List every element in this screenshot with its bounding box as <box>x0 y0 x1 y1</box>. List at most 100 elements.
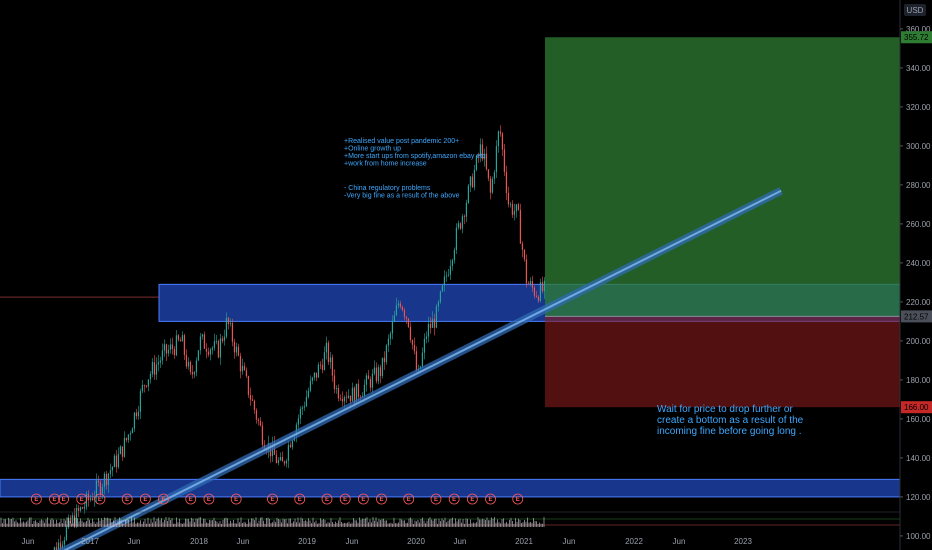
candle-body <box>325 342 328 353</box>
candle-body <box>479 144 482 157</box>
currency-badge[interactable] <box>904 4 926 16</box>
event-marker-letter: E <box>407 497 411 503</box>
candle-body <box>275 454 278 464</box>
earnings-event-marker[interactable]: E <box>230 493 242 505</box>
candle-body <box>181 335 184 342</box>
earnings-event-marker[interactable]: E <box>94 493 106 505</box>
earnings-event-marker[interactable]: E <box>376 493 387 505</box>
candle-body <box>409 326 412 341</box>
earnings-event-marker[interactable]: E <box>448 493 460 505</box>
earnings-event-marker[interactable]: E <box>294 493 306 505</box>
earnings-event-marker[interactable]: E <box>403 493 415 505</box>
candle-body <box>359 396 362 398</box>
candle-body <box>175 335 178 356</box>
earnings-event-marker[interactable]: E <box>76 493 88 505</box>
candle-body <box>95 480 98 497</box>
candle-body <box>171 344 174 349</box>
candle-body <box>347 395 350 399</box>
bullish-note-line: +Realised value post pandemic 200+ <box>344 138 459 145</box>
candle-body <box>379 367 382 377</box>
event-marker-circle <box>512 493 524 505</box>
candle-body <box>131 428 134 434</box>
candle-body <box>79 507 82 511</box>
candle-body <box>287 445 290 461</box>
earnings-event-marker[interactable]: E <box>121 493 133 505</box>
event-marker-letter: E <box>434 497 438 503</box>
candle-body <box>323 352 326 370</box>
event-marker-circle <box>94 493 106 505</box>
candle-body <box>523 249 526 260</box>
candle-body <box>149 373 152 380</box>
event-marker-circle <box>448 493 460 505</box>
candle-body <box>535 295 538 297</box>
bearish-note-line: -Very big fine as a result of the above <box>344 193 460 200</box>
event-marker-letter: E <box>80 497 84 503</box>
candle-body <box>81 507 84 509</box>
candle-body <box>167 349 170 354</box>
earnings-event-marker[interactable]: E <box>30 493 42 505</box>
candle-body <box>537 296 540 301</box>
earnings-event-marker[interactable]: E <box>58 493 69 505</box>
earnings-event-marker[interactable]: E <box>158 493 169 505</box>
candle-body <box>113 455 116 468</box>
candle-body <box>363 384 366 396</box>
candle-body <box>311 377 314 381</box>
candle-body <box>115 455 118 468</box>
candle-body <box>239 355 242 372</box>
earnings-event-marker[interactable]: E <box>339 493 351 505</box>
candle-body <box>229 323 232 325</box>
candle-body <box>235 346 238 353</box>
support-zone-lower[interactable] <box>0 478 901 498</box>
earnings-event-marker[interactable]: E <box>485 493 496 505</box>
price-tag-value: 355.72 <box>904 33 929 42</box>
earnings-event-marker[interactable]: E <box>430 493 442 505</box>
earnings-event-marker[interactable]: E <box>203 493 215 505</box>
event-marker-letter: E <box>361 497 365 503</box>
earnings-event-marker[interactable]: E <box>321 493 333 505</box>
candle-body <box>55 547 58 550</box>
candle-body <box>53 547 56 550</box>
earnings-event-marker[interactable]: E <box>139 493 151 505</box>
strategy-note-line: Wait for price to drop further or <box>657 404 793 415</box>
candle-body <box>315 372 318 378</box>
candle-body <box>447 274 450 276</box>
event-marker-letter: E <box>298 497 302 503</box>
candle-body <box>517 204 520 210</box>
candle-body <box>107 473 110 486</box>
earnings-event-marker[interactable]: E <box>512 493 524 505</box>
earnings-event-marker[interactable]: E <box>357 493 369 505</box>
candle-body <box>421 352 424 367</box>
earnings-event-marker[interactable]: E <box>49 493 60 505</box>
candle-body <box>483 153 486 160</box>
candle-body <box>391 321 394 334</box>
target-zone[interactable] <box>545 37 900 317</box>
trendline[interactable] <box>55 187 783 550</box>
candle-body <box>399 303 402 307</box>
candle-body <box>209 349 212 355</box>
candle-body <box>125 437 128 441</box>
candle-body <box>151 362 154 374</box>
event-marker-circle <box>376 493 387 505</box>
candle-body <box>369 379 372 388</box>
candle-body <box>233 341 236 353</box>
price-tag-value: 166.00 <box>904 403 929 412</box>
event-marker-letter: E <box>207 497 211 503</box>
candle-body <box>453 249 456 261</box>
earnings-event-marker[interactable]: E <box>466 493 478 505</box>
candle-body <box>225 317 228 337</box>
candle-body <box>461 216 464 229</box>
event-marker-circle <box>485 493 496 505</box>
candle-body <box>191 372 194 375</box>
candle-body <box>77 507 80 511</box>
price-axis-panel[interactable] <box>900 0 932 550</box>
volume-bars <box>0 511 900 527</box>
candle-body <box>297 418 300 425</box>
stop-zone[interactable] <box>545 316 900 408</box>
earnings-event-marker[interactable]: E <box>267 493 278 505</box>
earnings-event-marker[interactable]: E <box>185 493 197 505</box>
price-tick-label: 160.00 <box>906 415 931 424</box>
candle-body <box>215 341 218 342</box>
candle-body <box>231 323 234 342</box>
candle-body <box>75 507 78 527</box>
